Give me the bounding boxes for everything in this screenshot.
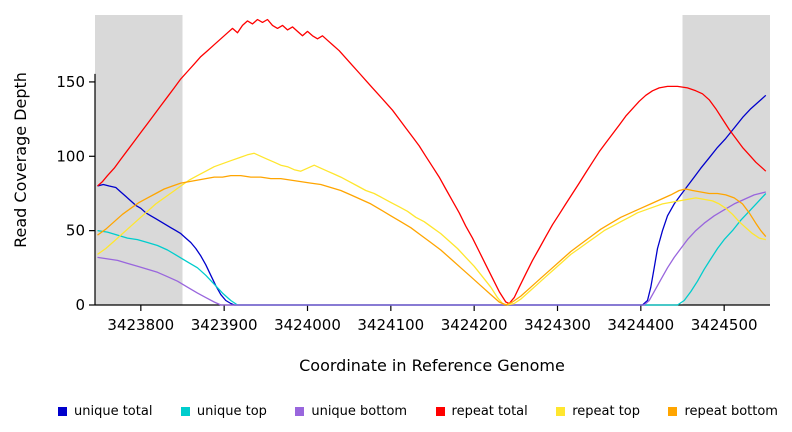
- legend-item-unique-total: unique total: [58, 404, 152, 419]
- legend-item-unique-bottom: unique bottom: [295, 404, 407, 419]
- legend-label-repeat-top: repeat top: [572, 403, 640, 419]
- x-tick-label: 3424500: [691, 316, 758, 334]
- x-tick-label: 3423900: [191, 316, 258, 334]
- shaded-region-right-flank: [682, 15, 770, 305]
- chart-layers: 3423800 3423900 3424000 3424100 3424200 34243…: [56, 15, 770, 334]
- legend-label-repeat-bottom: repeat bottom: [684, 403, 778, 419]
- legend-label-unique-bottom: unique bottom: [311, 403, 408, 419]
- x-tick-label: 3423800: [107, 316, 174, 334]
- legend-swatch-unique-total: [58, 406, 67, 416]
- legend-label-repeat-total: repeat total: [451, 403, 528, 419]
- legend-swatch-unique-top: [180, 406, 190, 416]
- series-line-unique-bottom: [97, 191, 766, 306]
- series-line-repeat-bottom: [97, 174, 767, 306]
- y-tick-label: 50: [66, 222, 85, 240]
- legend-swatch-repeat-top: [556, 406, 566, 416]
- legend-item-repeat-bottom: repeat bottom: [668, 404, 778, 419]
- x-tick-label: 3424300: [524, 316, 591, 334]
- series-line-unique-top: [97, 193, 767, 306]
- x-axis-title: Coordinate in Reference Genome: [299, 356, 565, 375]
- legend-swatch-repeat-total: [435, 406, 445, 416]
- legend-swatch-unique-bottom: [295, 406, 305, 416]
- legend-item-unique-top: unique top: [180, 403, 267, 419]
- x-tick-label: 3424100: [357, 316, 424, 334]
- y-tick-label: 0: [75, 296, 85, 314]
- shaded-region-left-flank: [95, 15, 183, 305]
- legend: unique total unique top unique bottom repea…: [0, 397, 792, 425]
- plot-canvas: 3423800 3423900 3424000 3424100 3424200 34243…: [11, 15, 770, 375]
- series-line-repeat-total: [97, 18, 767, 305]
- legend-label-unique-total: unique total: [74, 403, 153, 419]
- legend-item-repeat-top: repeat top: [556, 404, 640, 419]
- x-tick-label: 3424400: [607, 316, 674, 334]
- legend-label-unique-top: unique top: [196, 403, 267, 419]
- legend-item-repeat-total: repeat total: [435, 403, 528, 419]
- x-tick-label: 3424200: [441, 316, 508, 334]
- y-axis-title: Read Coverage Depth: [11, 72, 30, 248]
- series-line-repeat-top: [97, 152, 766, 306]
- y-tick-label: 150: [56, 73, 85, 91]
- x-tick-label: 3424000: [274, 316, 341, 334]
- legend-swatch-repeat-bottom: [668, 406, 678, 416]
- y-tick-label: 100: [56, 147, 85, 165]
- series-line-unique-total: [97, 94, 767, 306]
